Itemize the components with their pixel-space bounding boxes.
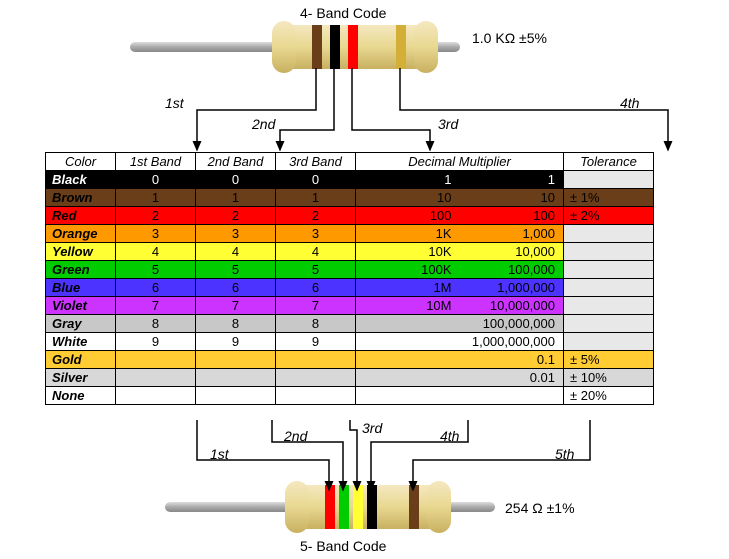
band-indicator-label: 1st	[165, 95, 184, 111]
color-row: Violet77710M10,000,000	[46, 297, 654, 315]
resistor5-body	[291, 485, 445, 529]
resistor-band	[325, 485, 335, 529]
resistor-band	[353, 485, 363, 529]
band-indicator-label: 4th	[440, 428, 459, 444]
color-row: Black00011	[46, 171, 654, 189]
col-header: 3rd Band	[276, 153, 356, 171]
color-row: Gray888100,000,000	[46, 315, 654, 333]
value-5band: 254 Ω ±1%	[505, 500, 575, 516]
col-header: Tolerance	[564, 153, 654, 171]
col-header: 1st Band	[116, 153, 196, 171]
resistor-band	[330, 25, 340, 69]
color-row: Brown1111010± 1%	[46, 189, 654, 207]
color-row: Silver0.01± 10%	[46, 369, 654, 387]
col-header: Color	[46, 153, 116, 171]
color-code-table: Color1st Band2nd Band3rd BandDecimal Mul…	[45, 152, 654, 405]
col-header: 2nd Band	[196, 153, 276, 171]
color-row: Green555100K100,000	[46, 261, 654, 279]
band-indicator-label: 2nd	[252, 116, 275, 132]
color-row: White9991,000,000,000	[46, 333, 654, 351]
resistor-band	[312, 25, 322, 69]
color-row: Gold0.1± 5%	[46, 351, 654, 369]
color-row: Orange3331K1,000	[46, 225, 654, 243]
resistor-band	[348, 25, 358, 69]
band-indicator-label: 5th	[555, 446, 574, 462]
col-header: Decimal Multiplier	[356, 153, 564, 171]
resistor-band	[396, 25, 406, 69]
title-4band: 4- Band Code	[300, 5, 386, 21]
band-indicator-label: 3rd	[362, 420, 382, 436]
band-indicator-label: 4th	[620, 95, 639, 111]
title-5band: 5- Band Code	[300, 538, 386, 554]
resistor-band	[339, 485, 349, 529]
band-indicator-label: 2nd	[284, 428, 307, 444]
value-4band: 1.0 KΩ ±5%	[472, 30, 547, 46]
band-indicator-label: 3rd	[438, 116, 458, 132]
resistor4-body	[278, 25, 432, 69]
color-row: Yellow44410K10,000	[46, 243, 654, 261]
color-row: None± 20%	[46, 387, 654, 405]
resistor-band	[409, 485, 419, 529]
resistor-band	[367, 485, 377, 529]
color-row: Red222100100± 2%	[46, 207, 654, 225]
color-row: Blue6661M1,000,000	[46, 279, 654, 297]
band-indicator-label: 1st	[210, 446, 229, 462]
